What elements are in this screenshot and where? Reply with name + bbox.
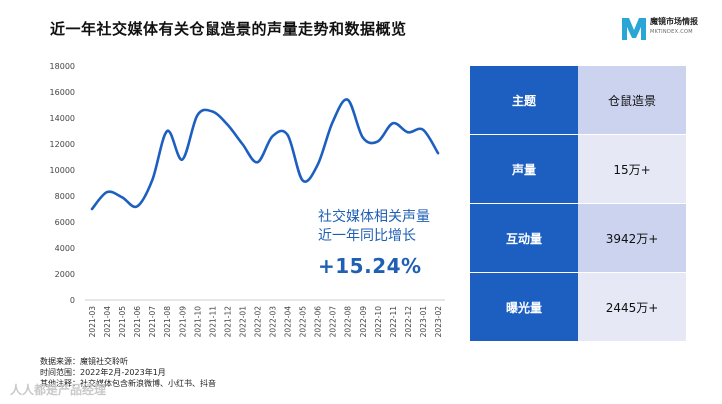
x-tick-label: 2022-11 <box>389 306 398 338</box>
page-title: 近一年社交媒体有关仓鼠造景的声量走势和数据概览 <box>50 20 407 38</box>
y-tick-label: 18000 <box>50 62 75 71</box>
y-tick-label: 16000 <box>50 88 75 97</box>
stat-value-interactions: 3942万+ <box>578 204 686 273</box>
x-tick-label: 2022-06 <box>314 306 323 338</box>
y-tick-label: 0 <box>70 296 75 305</box>
y-tick-label: 4000 <box>55 244 75 253</box>
x-tick-label: 2022-07 <box>329 306 338 338</box>
x-tick-label: 2022-04 <box>284 306 293 338</box>
y-tick-label: 12000 <box>50 140 75 149</box>
x-tick-label: 2021-11 <box>208 306 217 338</box>
x-tick-label: 2021-12 <box>223 306 232 338</box>
stat-value-volume: 15万+ <box>578 135 686 204</box>
x-tick-label: 2021-04 <box>103 306 112 338</box>
stat-value-topic: 仓鼠造景 <box>578 66 686 135</box>
series-line-volume <box>90 98 440 211</box>
footer-source: 数据来源：魔镜社交聆听 <box>40 357 128 366</box>
callout-line2: 近一年同比增长 <box>318 228 416 244</box>
stats-table: 主题 仓鼠造景 声量 15万+ 互动量 3942万+ 曝光量 2445万+ <box>470 66 686 342</box>
x-tick-label: 2021-09 <box>178 306 187 338</box>
x-tick-label: 2021-06 <box>133 306 142 338</box>
x-tick-label: 2022-03 <box>269 306 278 338</box>
x-tick-label: 2021-07 <box>148 306 157 338</box>
growth-value: +15.24% <box>318 254 422 278</box>
x-tick-label: 2023-02 <box>434 306 443 338</box>
y-tick-label: 10000 <box>50 166 75 175</box>
x-tick-label: 2022-10 <box>374 306 383 338</box>
x-tick-label: 2022-09 <box>359 306 368 338</box>
y-tick-label: 14000 <box>50 114 75 123</box>
stat-label-topic: 主题 <box>470 66 578 135</box>
logo-mark-icon <box>622 18 646 40</box>
x-tick-label: 2022-01 <box>238 306 247 338</box>
logo-name: 魔镜市场情报 <box>650 17 698 26</box>
footer-note: 其他注释：社交媒体包含新浪微博、小红书、抖音 <box>40 379 216 388</box>
callout-line1: 社交媒体相关声量 <box>318 209 430 225</box>
x-tick-label: 2022-12 <box>404 306 413 338</box>
logo-sub: MKTINDEX.COM <box>650 29 693 35</box>
y-tick-label: 2000 <box>55 270 75 279</box>
y-tick-label: 8000 <box>55 192 75 201</box>
footer-range: 时间范围：2022年2月-2023年1月 <box>40 368 166 377</box>
growth-callout: 社交媒体相关声量 近一年同比增长 +15.24% <box>318 208 430 278</box>
stat-label-volume: 声量 <box>470 135 578 204</box>
x-tick-label: 2022-05 <box>299 306 308 338</box>
x-tick-label: 2021-10 <box>193 306 202 338</box>
stat-value-exposure: 2445万+ <box>578 273 686 342</box>
watermark: 人人都是产品经理 <box>10 383 107 397</box>
logo <box>622 18 646 40</box>
x-tick-label: 2021-08 <box>163 306 172 338</box>
x-tick-label: 2022-08 <box>344 306 353 338</box>
volume-line-chart: 0 2000 4000 6000 8000 10000 12000 14000 16000 180… <box>50 62 445 338</box>
x-tick-label: 2023-01 <box>419 306 428 338</box>
footer-notes: 数据来源：魔镜社交聆听 时间范围：2022年2月-2023年1月 其他注释：社交… <box>40 356 216 389</box>
x-tick-label: 2021-03 <box>88 306 97 338</box>
x-tick-label: 2022-02 <box>253 306 262 338</box>
y-tick-label: 6000 <box>55 218 75 227</box>
stat-label-interactions: 互动量 <box>470 204 578 273</box>
x-tick-label: 2021-05 <box>118 306 127 338</box>
stat-label-exposure: 曝光量 <box>470 273 578 342</box>
